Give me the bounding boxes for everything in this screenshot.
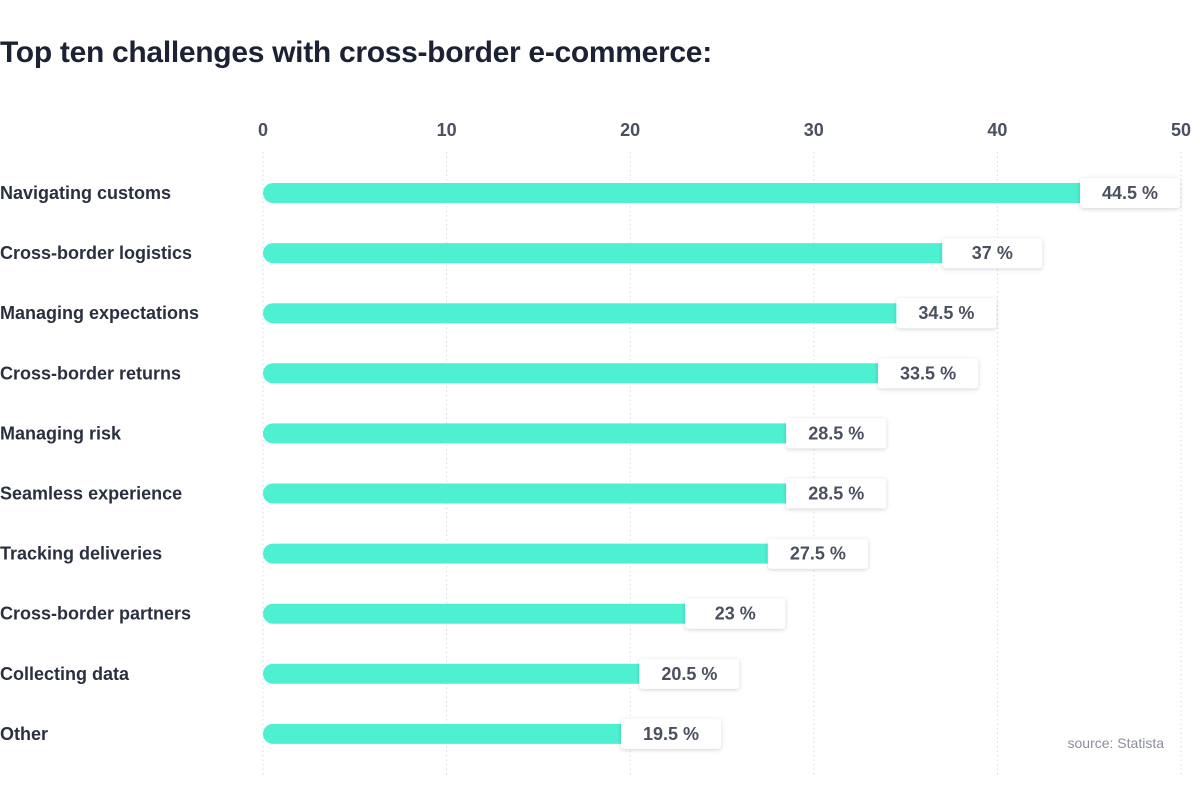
category-label: Collecting data <box>0 664 130 684</box>
category-label: Other <box>0 724 48 744</box>
bar <box>263 663 640 684</box>
category-label: Seamless experience <box>0 484 182 504</box>
x-axis-ticks: 0 10 20 30 40 50 <box>258 120 1191 140</box>
value-label-box <box>621 718 722 749</box>
value-label-box <box>786 418 887 449</box>
value-label: 19.5 % <box>621 718 722 749</box>
x-tick-label: 10 <box>437 120 457 140</box>
value-label-box <box>639 658 740 689</box>
category-labels: Navigating customs Cross-border logistics… <box>0 183 199 744</box>
category-label: Managing risk <box>0 423 122 443</box>
value-label-box <box>942 238 1043 269</box>
value-label-box <box>896 298 997 329</box>
category-label: Cross-border logistics <box>0 243 192 263</box>
value-label-text: 44.5 % <box>1102 183 1158 203</box>
value-label: 44.5 % <box>1080 178 1181 208</box>
bar <box>263 243 943 264</box>
value-label-text: 34.5 % <box>918 303 974 323</box>
category-label: Cross-border returns <box>0 363 181 383</box>
bar <box>263 363 879 384</box>
value-label-box <box>786 478 887 509</box>
bar <box>263 603 686 624</box>
bar <box>263 303 897 324</box>
value-label: 33.5 % <box>878 358 979 389</box>
value-label-box <box>878 358 979 389</box>
bar <box>263 183 1081 203</box>
bar <box>263 423 787 444</box>
x-tick-label: 20 <box>620 120 640 140</box>
value-label-text: 23 % <box>715 604 756 624</box>
value-label-box <box>685 598 786 629</box>
value-label-text: 33.5 % <box>900 363 956 383</box>
category-label: Tracking deliveries <box>0 544 162 564</box>
value-label-text: 28.5 % <box>808 484 864 504</box>
bar <box>263 543 768 564</box>
value-label: 27.5 % <box>767 538 868 569</box>
value-label-text: 19.5 % <box>643 724 699 744</box>
value-label-box <box>767 538 868 569</box>
x-tick-label: 40 <box>987 120 1007 140</box>
category-label: Navigating customs <box>0 183 171 203</box>
value-label: 37 % <box>942 238 1043 269</box>
value-label-text: 27.5 % <box>790 544 846 564</box>
x-tick-label: 30 <box>804 120 824 140</box>
source-note: source: Statista <box>1067 735 1165 751</box>
bar <box>263 483 787 504</box>
category-label: Managing expectations <box>0 303 199 323</box>
value-label-text: 37 % <box>972 243 1013 263</box>
category-label: Cross-border partners <box>0 604 191 624</box>
x-tick-label: 0 <box>258 120 268 140</box>
bars <box>263 183 1081 744</box>
value-label: 28.5 % <box>786 418 887 449</box>
value-label-text: 28.5 % <box>808 423 864 443</box>
bar <box>263 723 622 744</box>
value-label: 23 % <box>685 598 786 629</box>
value-label-text: 20.5 % <box>661 664 717 684</box>
value-label: 20.5 % <box>639 658 740 689</box>
value-label: 34.5 % <box>896 298 997 329</box>
value-label: 28.5 % <box>786 478 887 509</box>
x-tick-label: 50 <box>1171 120 1191 140</box>
value-label-box <box>1080 178 1181 208</box>
chart-title: Top ten challenges with cross-border e-c… <box>0 36 712 69</box>
value-labels: 44.5 % 37 % 34.5 % 33.5 % 28.5 % 28.5 % 27.5 %… <box>621 178 1181 749</box>
